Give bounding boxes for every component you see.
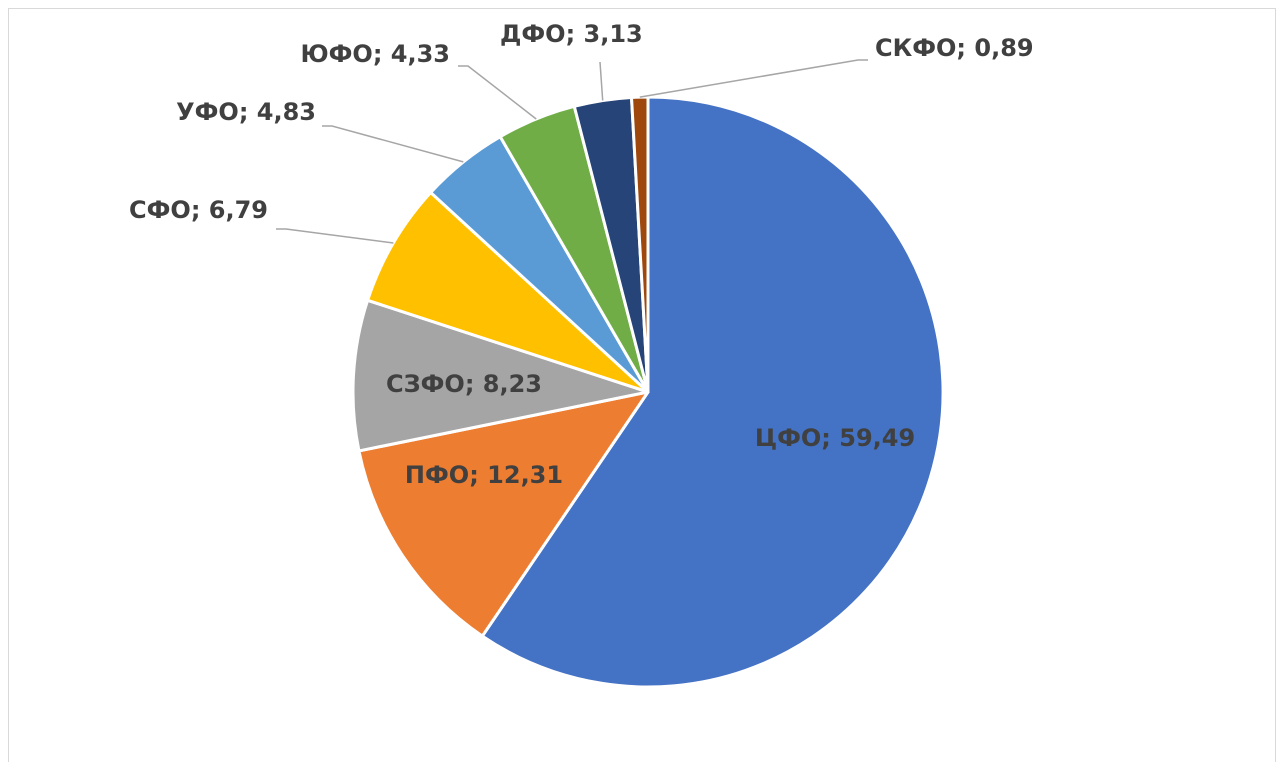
pie-slice-0 bbox=[480, 95, 945, 689]
leader-line-7 bbox=[639, 59, 868, 98]
data-label-skfo: СКФО; 0,89 bbox=[875, 34, 1034, 62]
leader-line-3 bbox=[276, 228, 394, 244]
pie-slice-3 bbox=[366, 191, 650, 394]
data-label-pfo: ПФО; 12,31 bbox=[405, 461, 563, 489]
leader-line-5 bbox=[458, 65, 537, 120]
pie-slice-2 bbox=[351, 298, 650, 453]
leader-line-4 bbox=[322, 125, 464, 163]
data-label-szfo: СЗФО; 8,23 bbox=[386, 370, 542, 398]
data-label-cfo: ЦФО; 59,49 bbox=[755, 424, 915, 452]
data-label-yufo: ЮФО; 4,33 bbox=[300, 40, 450, 68]
pie-slices bbox=[351, 95, 945, 689]
data-label-dfo: ДФО; 3,13 bbox=[500, 20, 643, 48]
data-label-sfo: СФО; 6,79 bbox=[129, 196, 268, 224]
pie-slice-1 bbox=[357, 390, 650, 638]
pie-slice-7 bbox=[630, 95, 650, 394]
data-label-ufo: УФО; 4,83 bbox=[176, 98, 316, 126]
leader-line-6 bbox=[599, 61, 604, 101]
leader-lines bbox=[276, 59, 868, 244]
